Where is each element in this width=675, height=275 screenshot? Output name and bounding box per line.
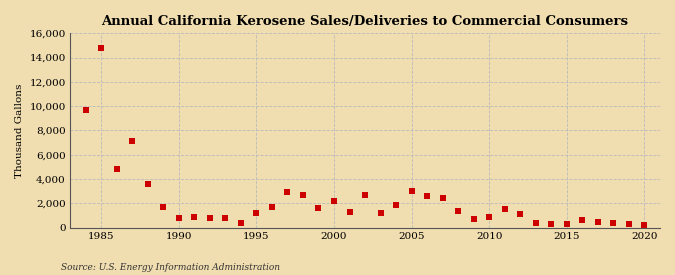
Point — [391, 202, 402, 207]
Point — [96, 46, 107, 50]
Point — [205, 216, 215, 220]
Point — [577, 218, 588, 222]
Point — [298, 192, 308, 197]
Point — [158, 205, 169, 209]
Point — [624, 222, 634, 226]
Point — [531, 221, 541, 225]
Point — [111, 167, 122, 172]
Point — [375, 211, 386, 215]
Point — [360, 192, 371, 197]
Point — [422, 194, 433, 198]
Text: Source: U.S. Energy Information Administration: Source: U.S. Energy Information Administ… — [61, 263, 279, 272]
Point — [220, 216, 231, 220]
Point — [593, 219, 603, 224]
Y-axis label: Thousand Gallons: Thousand Gallons — [15, 83, 24, 178]
Point — [173, 216, 184, 220]
Point — [127, 139, 138, 144]
Point — [142, 182, 153, 186]
Point — [236, 221, 246, 225]
Point — [406, 189, 417, 193]
Point — [515, 212, 526, 216]
Point — [608, 221, 619, 225]
Point — [80, 108, 91, 112]
Point — [313, 206, 324, 210]
Point — [282, 190, 293, 195]
Point — [251, 211, 262, 215]
Point — [437, 196, 448, 201]
Point — [453, 208, 464, 213]
Point — [546, 222, 557, 226]
Point — [468, 217, 479, 221]
Point — [639, 223, 650, 227]
Point — [562, 222, 572, 226]
Point — [500, 207, 510, 211]
Point — [267, 205, 277, 209]
Point — [484, 214, 495, 219]
Point — [344, 210, 355, 214]
Point — [329, 199, 340, 203]
Point — [189, 214, 200, 219]
Title: Annual California Kerosene Sales/Deliveries to Commercial Consumers: Annual California Kerosene Sales/Deliver… — [101, 15, 628, 28]
